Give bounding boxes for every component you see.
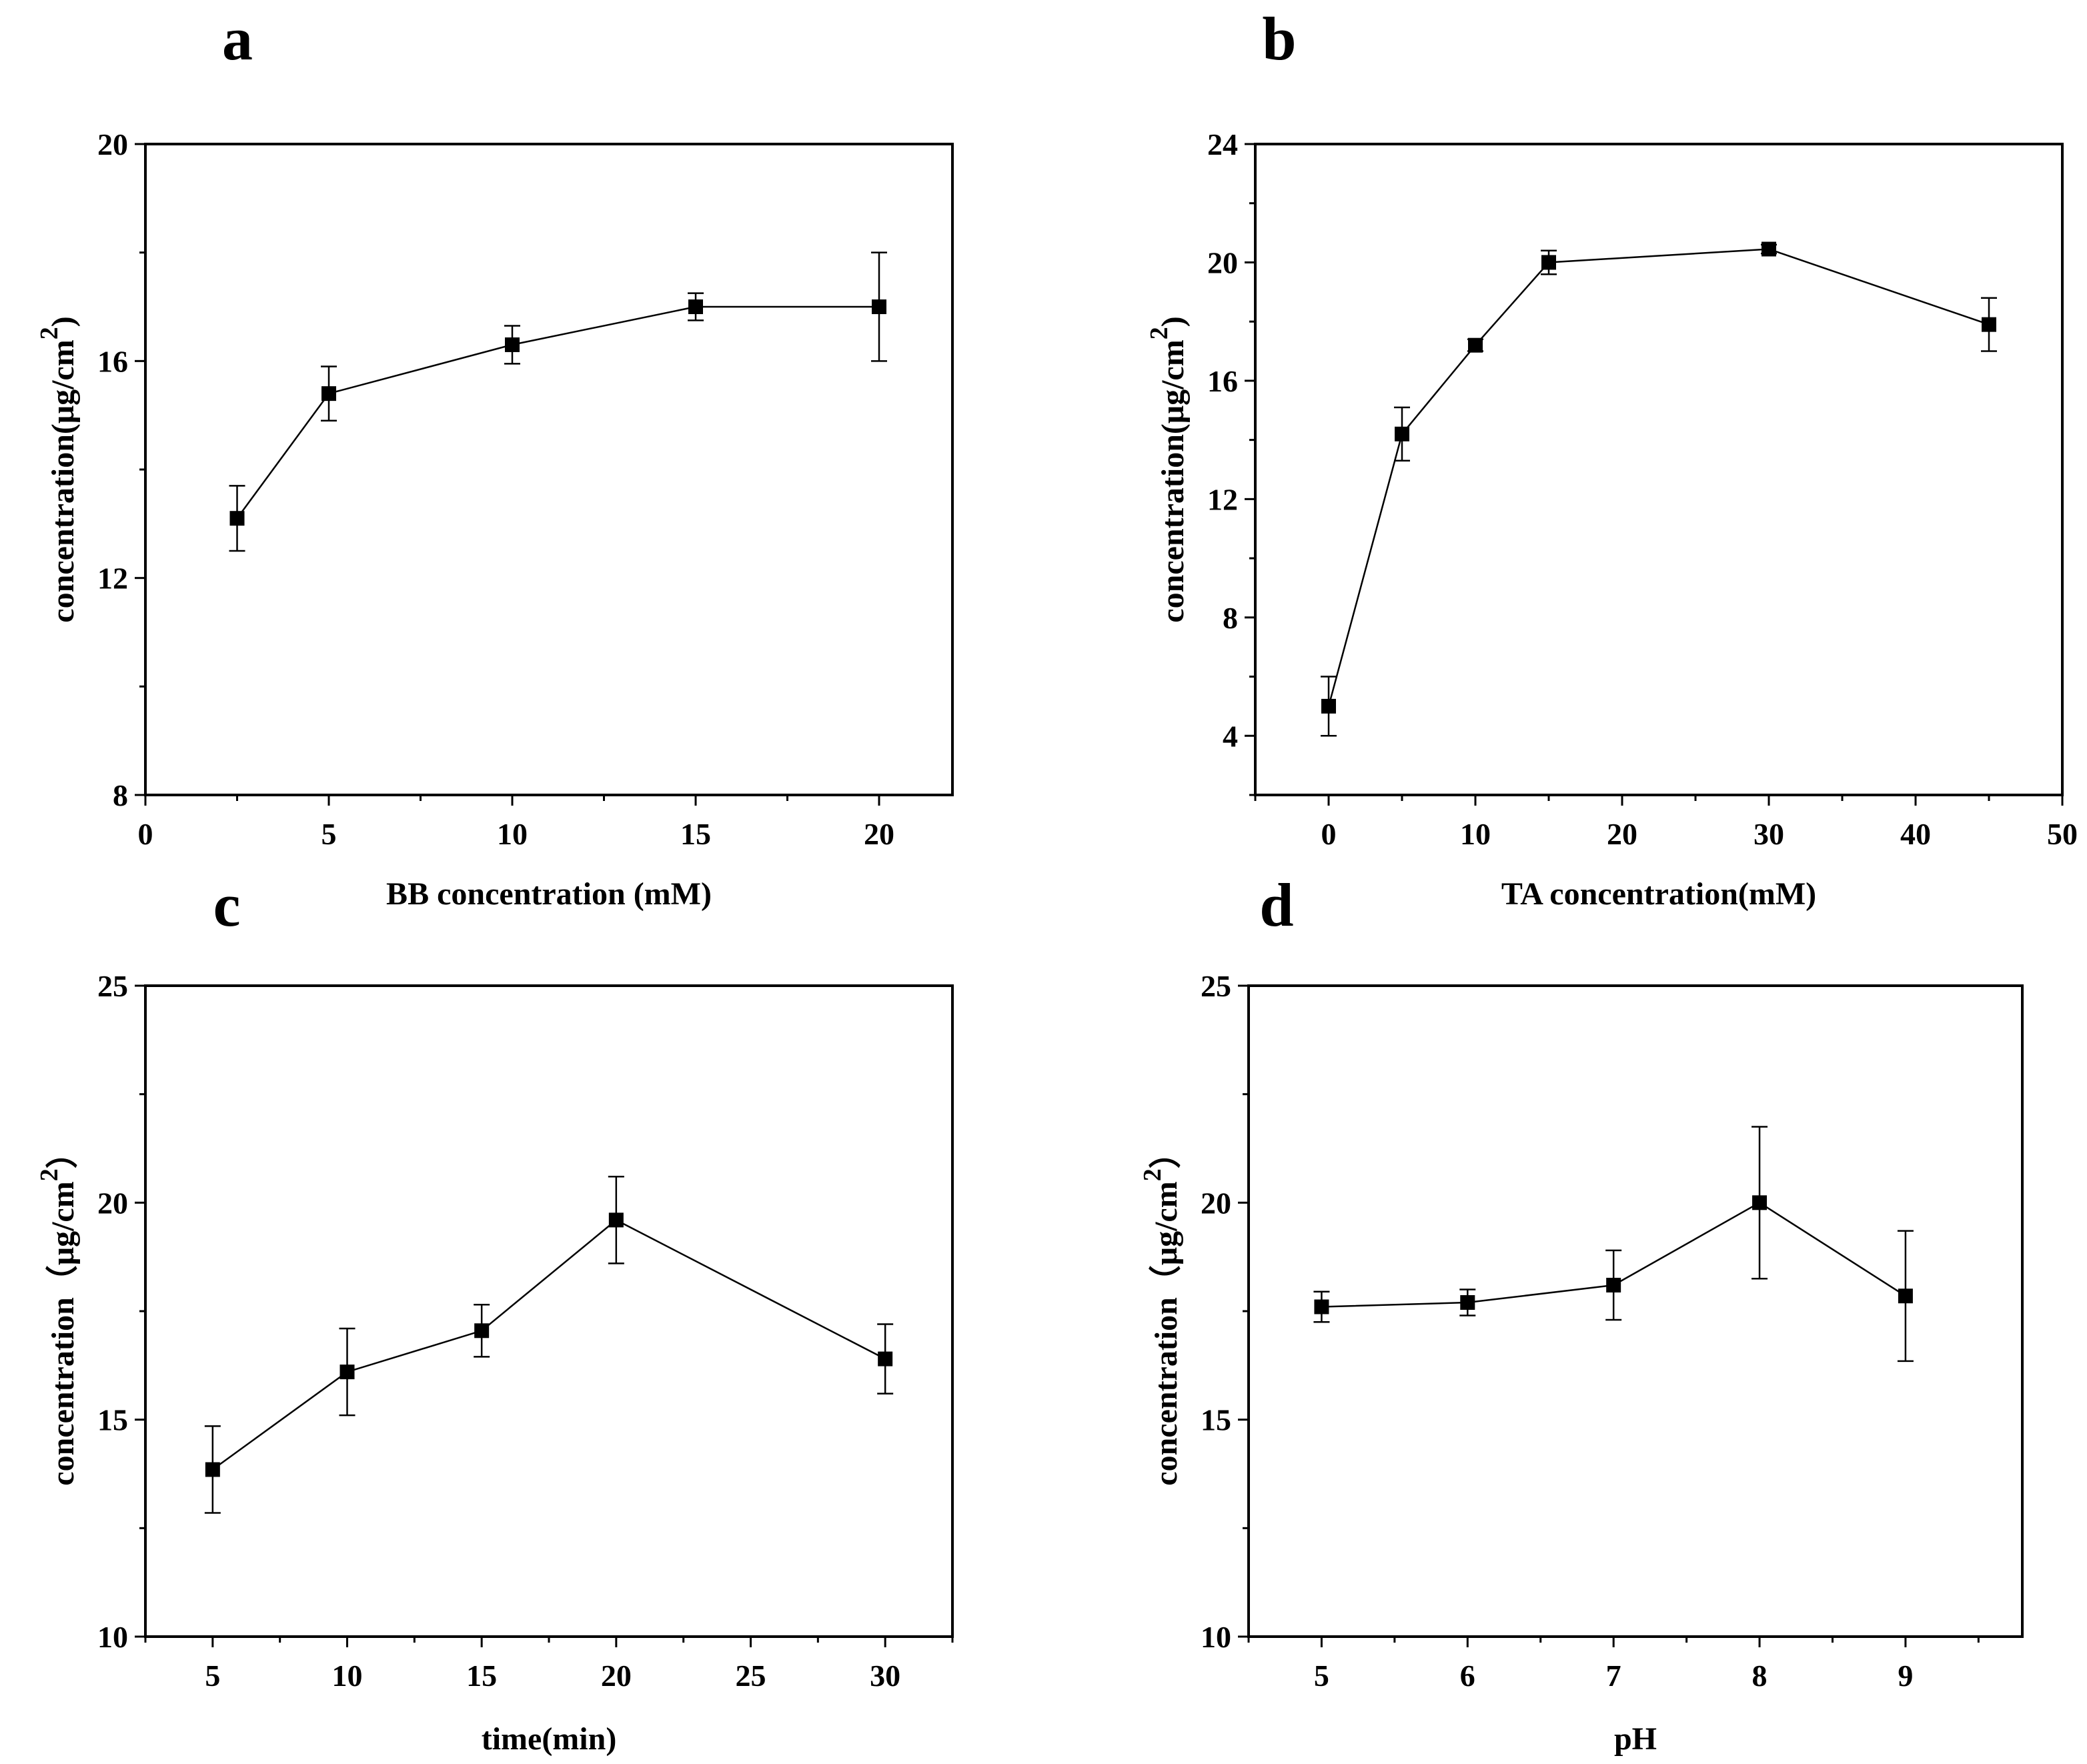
- x-tick-label: 8: [1752, 1659, 1768, 1693]
- data-point: [608, 1212, 624, 1228]
- x-axis-label: TA concentration(mM): [1501, 876, 1816, 912]
- x-axis-label: pH: [1614, 1721, 1657, 1757]
- y-tick-label: 12: [1207, 482, 1238, 516]
- y-tick-label: 25: [97, 969, 128, 1003]
- y-axis-label-superscript: 2: [1139, 1168, 1167, 1181]
- panel-letter: c: [213, 871, 241, 939]
- panel-a: a BB concentration (mM) concentration(μg…: [35, 5, 954, 912]
- data-point: [1314, 1299, 1329, 1314]
- panel-c: c time(min) concentration（μg/cm2） 5 10 15 2…: [35, 871, 954, 1757]
- y-axis-label-close: ): [1155, 316, 1191, 327]
- x-tick-label: 7: [1606, 1659, 1621, 1693]
- x-tick-label: 5: [321, 817, 337, 851]
- y-tick-label: 4: [1223, 719, 1238, 753]
- y-tick-label: 20: [1201, 1186, 1231, 1220]
- x-tick-label: 0: [1321, 817, 1337, 851]
- x-tick-label: 20: [864, 817, 894, 851]
- x-tick-label: 20: [601, 1659, 632, 1693]
- data-point: [339, 1365, 355, 1380]
- y-tick-label: 10: [97, 1620, 128, 1654]
- series-line: [1327, 248, 1990, 707]
- data-point: [1752, 1195, 1768, 1210]
- data-point: [1541, 255, 1556, 270]
- panel-d: d pH concentration（μg/cm2） 5 6 7 8 9 10 15 20 25: [1139, 871, 2024, 1757]
- x-axis-label: BB concentration (mM): [386, 876, 712, 912]
- data-point: [321, 386, 336, 401]
- y-tick-label: 20: [1207, 245, 1238, 279]
- data-point: [1898, 1288, 1913, 1304]
- data-point: [1606, 1277, 1621, 1292]
- x-tick-label: 6: [1460, 1659, 1475, 1693]
- data-point: [688, 299, 703, 314]
- x-tick-label: 30: [1754, 817, 1784, 851]
- y-tick-label: 24: [1207, 127, 1238, 161]
- data-point: [1982, 317, 1996, 332]
- y-tick-label: 25: [1201, 969, 1231, 1003]
- y-axis-label-superscript: 2: [35, 1168, 63, 1181]
- y-tick-label: 10: [1201, 1620, 1231, 1654]
- x-tick-label: 30: [870, 1659, 900, 1693]
- x-tick-label: 5: [205, 1659, 220, 1693]
- x-tick-label: 20: [1607, 817, 1637, 851]
- x-tick-label: 5: [1314, 1659, 1329, 1693]
- x-tick-label: 9: [1898, 1659, 1913, 1693]
- x-tick-label: 40: [1900, 817, 1931, 851]
- x-tick-label: 50: [2047, 817, 2078, 851]
- panel-b: b TA concentration(mM) concentration(μg/…: [1145, 5, 2078, 912]
- data-point: [1321, 698, 1336, 714]
- data-point: [205, 1462, 220, 1477]
- y-axis-label-main: concentration(μg/cm: [45, 339, 81, 622]
- y-tick-label: 8: [1223, 601, 1238, 635]
- x-tick-label: 10: [1460, 817, 1491, 851]
- y-tick-label: 16: [97, 344, 128, 378]
- data-point: [1460, 1294, 1475, 1310]
- y-tick-label: 20: [97, 127, 128, 161]
- x-tick-label: 10: [497, 817, 528, 851]
- y-axis-label: concentration(μg/cm2): [1145, 316, 1191, 622]
- y-axis-label-close: ）: [45, 1136, 81, 1168]
- data-point: [1395, 426, 1409, 442]
- y-axis-label-main: concentration(μg/cm: [1155, 339, 1191, 622]
- y-axis-label-superscript: 2: [1145, 327, 1173, 339]
- panel-letter: b: [1262, 5, 1296, 73]
- y-axis-label-main: concentration（μg/cm: [1149, 1181, 1184, 1485]
- data-point: [1468, 337, 1483, 353]
- x-tick-label: 25: [736, 1659, 766, 1693]
- y-axis-label: concentration（μg/cm2）: [35, 1136, 81, 1485]
- data-point: [872, 299, 886, 314]
- y-tick-label: 15: [1201, 1403, 1231, 1437]
- y-axis-label-close: ）: [1149, 1136, 1184, 1168]
- data-point: [474, 1323, 490, 1339]
- data-point: [878, 1351, 893, 1367]
- y-axis-label-main: concentration（μg/cm: [45, 1181, 81, 1485]
- data-point: [229, 511, 245, 526]
- x-tick-label: 15: [680, 817, 711, 851]
- plot-frame: [1254, 143, 2064, 796]
- data-point: [505, 337, 520, 352]
- y-tick-label: 12: [97, 562, 128, 596]
- x-tick-label: 15: [466, 1659, 497, 1693]
- y-axis-label: concentration(μg/cm2): [35, 316, 81, 622]
- y-tick-label: 20: [97, 1186, 128, 1220]
- y-tick-label: 16: [1207, 364, 1238, 398]
- x-tick-label: 10: [332, 1659, 363, 1693]
- panel-letter: a: [222, 5, 253, 73]
- x-tick-label: 0: [138, 817, 153, 851]
- y-axis-label: concentration（μg/cm2）: [1139, 1136, 1184, 1485]
- panel-letter: d: [1259, 871, 1293, 939]
- y-tick-label: 15: [97, 1403, 128, 1437]
- y-axis-label-close: ): [45, 316, 81, 327]
- y-tick-label: 8: [113, 778, 128, 812]
- y-axis-label-superscript: 2: [35, 327, 63, 339]
- x-axis-label: time(min): [482, 1721, 617, 1757]
- data-point: [1762, 241, 1776, 257]
